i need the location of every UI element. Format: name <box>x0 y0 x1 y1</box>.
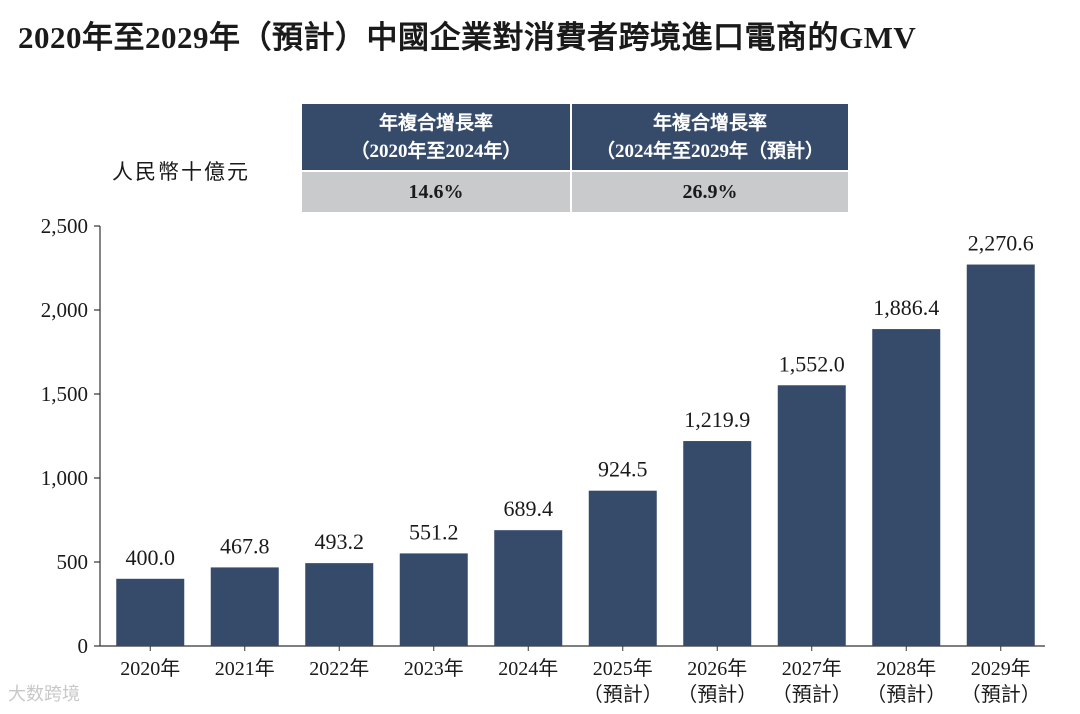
x-tick-label: 2025年 <box>593 657 653 680</box>
x-tick-label: 2028年 <box>876 657 936 680</box>
bar-value-label: 400.0 <box>126 545 176 570</box>
bar-value-label: 1,219.9 <box>684 407 750 432</box>
cagr-value-1: 14.6% <box>302 172 570 212</box>
y-tick-label: 2,500 <box>41 214 88 238</box>
bar-value-label: 551.2 <box>409 519 459 544</box>
x-tick-label: 2020年 <box>120 657 180 680</box>
cagr-table: 年複合增長率 （2020年至2024年） 年複合增長率 （2024年至2029年… <box>302 104 848 212</box>
bar-value-label: 493.2 <box>315 529 365 554</box>
bar <box>494 530 563 646</box>
bar <box>210 567 279 646</box>
cagr-header-2-line1: 年複合增長率 <box>652 113 767 134</box>
bar <box>588 490 657 646</box>
bar <box>872 329 941 646</box>
y-tick-label: 2,000 <box>41 298 88 322</box>
bar-value-label: 1,886.4 <box>873 295 939 320</box>
bar <box>683 441 752 646</box>
y-tick-label: 0 <box>78 634 89 658</box>
bar <box>966 264 1035 646</box>
x-tick-label: 2026年 <box>687 657 747 680</box>
cagr-value-2: 26.9% <box>572 172 848 212</box>
y-axis-unit-label: 人民幣十億元 <box>112 160 250 184</box>
y-tick-label: 500 <box>57 550 89 574</box>
bar <box>777 385 846 646</box>
bar-value-label: 1,552.0 <box>779 351 845 376</box>
watermark-logo: 大数跨境 <box>8 684 80 705</box>
chart-title: 2020年至2029年（預計）中國企業對消費者跨境進口電商的GMV <box>18 20 917 55</box>
x-tick-label: 2023年 <box>404 657 464 680</box>
bar-value-label: 924.5 <box>598 457 648 482</box>
bar <box>399 553 468 646</box>
x-tick-sublabel: （預計） <box>677 683 757 706</box>
bar <box>305 563 374 646</box>
x-tick-label: 2024年 <box>498 657 558 680</box>
x-tick-label: 2022年 <box>309 657 369 680</box>
x-tick-sublabel: （預計） <box>961 683 1041 706</box>
cagr-header-2-line2: （2024年至2029年（預計） <box>595 141 824 162</box>
bar-value-label: 689.4 <box>504 496 554 521</box>
cagr-header-2: 年複合增長率 （2024年至2029年（預計） <box>572 104 848 170</box>
x-tick-sublabel: （預計） <box>583 683 663 706</box>
bar <box>116 578 185 646</box>
x-tick-sublabel: （預計） <box>866 683 946 706</box>
cagr-header-1-line2: （2020年至2024年） <box>350 141 522 162</box>
x-tick-sublabel: （預計） <box>772 683 852 706</box>
x-tick-label: 2021年 <box>215 657 275 680</box>
bar-value-label: 2,270.6 <box>968 231 1034 256</box>
x-tick-label: 2027年 <box>782 657 842 680</box>
y-tick-label: 1,000 <box>41 466 88 490</box>
x-tick-label: 2029年 <box>971 657 1031 680</box>
y-tick-label: 1,500 <box>41 382 88 406</box>
cagr-header-1: 年複合增長率 （2020年至2024年） <box>302 104 570 170</box>
bar-value-label: 467.8 <box>220 533 270 558</box>
cagr-header-1-line1: 年複合增長率 <box>378 113 493 134</box>
